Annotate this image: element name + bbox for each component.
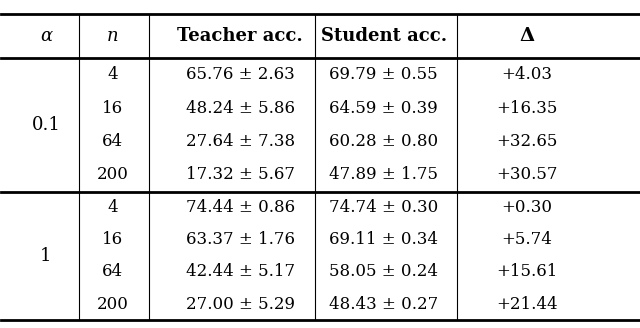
Text: 58.05 ± 0.24: 58.05 ± 0.24 — [329, 263, 438, 280]
Text: +16.35: +16.35 — [497, 100, 558, 117]
Text: +4.03: +4.03 — [502, 67, 552, 83]
Text: 27.00 ± 5.29: 27.00 ± 5.29 — [186, 296, 295, 313]
Text: n: n — [107, 27, 118, 45]
Text: 69.11 ± 0.34: 69.11 ± 0.34 — [329, 231, 438, 248]
Text: 74.44 ± 0.86: 74.44 ± 0.86 — [186, 199, 295, 216]
Text: +0.30: +0.30 — [502, 199, 552, 216]
Text: 69.79 ± 0.55: 69.79 ± 0.55 — [330, 67, 438, 83]
Text: 4: 4 — [108, 199, 118, 216]
Text: 48.43 ± 0.27: 48.43 ± 0.27 — [329, 296, 438, 313]
Text: +32.65: +32.65 — [497, 133, 558, 150]
Text: α: α — [40, 27, 52, 45]
Text: 17.32 ± 5.67: 17.32 ± 5.67 — [186, 167, 295, 183]
Text: Teacher acc.: Teacher acc. — [177, 27, 303, 45]
Text: 1: 1 — [40, 247, 52, 265]
Text: 63.37 ± 1.76: 63.37 ± 1.76 — [186, 231, 295, 248]
Text: Δ: Δ — [520, 27, 534, 45]
Text: Student acc.: Student acc. — [321, 27, 447, 45]
Text: 47.89 ± 1.75: 47.89 ± 1.75 — [329, 167, 438, 183]
Text: 4: 4 — [108, 67, 118, 83]
Text: +30.57: +30.57 — [497, 167, 558, 183]
Text: 74.74 ± 0.30: 74.74 ± 0.30 — [329, 199, 438, 216]
Text: 64.59 ± 0.39: 64.59 ± 0.39 — [330, 100, 438, 117]
Text: 27.64 ± 7.38: 27.64 ± 7.38 — [186, 133, 295, 150]
Text: +5.74: +5.74 — [502, 231, 552, 248]
Text: 200: 200 — [97, 167, 129, 183]
Text: 16: 16 — [102, 100, 124, 117]
Text: +15.61: +15.61 — [497, 263, 558, 280]
Text: 48.24 ± 5.86: 48.24 ± 5.86 — [186, 100, 295, 117]
Text: +21.44: +21.44 — [496, 296, 558, 313]
Text: 64: 64 — [102, 133, 124, 150]
Text: 42.44 ± 5.17: 42.44 ± 5.17 — [186, 263, 295, 280]
Text: 64: 64 — [102, 263, 124, 280]
Text: 65.76 ± 2.63: 65.76 ± 2.63 — [186, 67, 295, 83]
Text: 16: 16 — [102, 231, 124, 248]
Text: 0.1: 0.1 — [31, 116, 60, 134]
Text: 200: 200 — [97, 296, 129, 313]
Text: 60.28 ± 0.80: 60.28 ± 0.80 — [329, 133, 438, 150]
